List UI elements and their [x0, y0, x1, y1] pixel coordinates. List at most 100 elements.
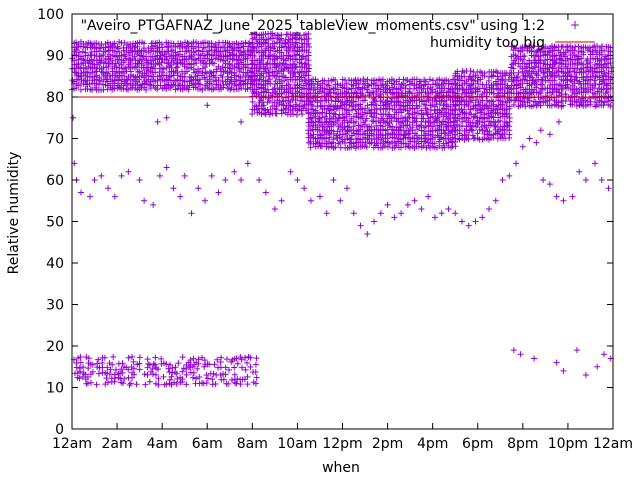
- data-point: [325, 144, 332, 151]
- data-point: [363, 115, 370, 122]
- data-point: [133, 381, 140, 388]
- data-point: [105, 185, 112, 192]
- data-point: [469, 119, 476, 126]
- y-tick-label: 50: [46, 215, 64, 231]
- data-point: [225, 380, 232, 387]
- data-point: [474, 86, 481, 93]
- data-point: [384, 201, 391, 208]
- data-point: [144, 371, 151, 378]
- data-point: [77, 86, 84, 93]
- x-tick-label: 8am: [237, 436, 268, 452]
- data-point: [582, 177, 589, 183]
- data-point: [179, 376, 186, 383]
- data-point: [253, 355, 260, 362]
- data-point: [500, 123, 507, 130]
- data-point: [380, 123, 387, 130]
- data-point: [486, 128, 493, 135]
- data-point: [487, 119, 494, 126]
- data-point: [76, 375, 83, 382]
- data-point: [183, 381, 190, 388]
- data-point: [546, 181, 553, 188]
- data-point: [163, 114, 170, 121]
- data-point: [87, 379, 94, 386]
- x-tick-label: 12am: [52, 436, 92, 452]
- data-point: [231, 371, 238, 378]
- data-point: [127, 68, 134, 75]
- data-point: [111, 371, 118, 378]
- data-point: [586, 95, 593, 102]
- data-point: [239, 364, 246, 371]
- data-point: [458, 106, 465, 113]
- data-point: [253, 374, 260, 381]
- data-point: [386, 102, 393, 109]
- data-point: [332, 77, 339, 84]
- data-point: [103, 375, 110, 382]
- data-point: [330, 177, 337, 183]
- data-point: [165, 365, 172, 372]
- data-point: [247, 363, 254, 370]
- data-layer: [69, 30, 615, 389]
- data-point: [352, 98, 359, 105]
- data-point: [109, 361, 116, 368]
- data-point: [154, 366, 161, 373]
- data-point: [150, 201, 157, 208]
- data-point: [364, 230, 371, 237]
- data-point: [521, 53, 528, 60]
- data-point: [359, 90, 366, 97]
- data-point: [89, 361, 96, 368]
- data-point: [287, 61, 294, 68]
- data-point: [418, 107, 425, 114]
- data-point: [177, 193, 184, 200]
- data-point: [158, 355, 165, 362]
- data-point: [574, 56, 581, 63]
- data-point: [220, 376, 227, 383]
- data-point: [343, 131, 350, 138]
- data-point: [352, 85, 359, 92]
- data-point: [465, 115, 472, 122]
- x-axis-label: when: [322, 460, 360, 476]
- data-point: [199, 86, 206, 93]
- data-point: [195, 356, 202, 363]
- data-point: [87, 193, 94, 200]
- data-point: [357, 101, 364, 108]
- data-point: [251, 45, 258, 52]
- data-point: [195, 185, 202, 192]
- data-point: [154, 86, 161, 93]
- data-point: [77, 73, 84, 80]
- data-point: [337, 197, 344, 204]
- data-point: [186, 52, 193, 59]
- data-point: [558, 65, 565, 72]
- data-point: [556, 73, 563, 80]
- data-point: [350, 140, 357, 147]
- data-point: [100, 52, 107, 59]
- data-point: [513, 74, 520, 81]
- data-point: [553, 359, 560, 366]
- data-point: [163, 361, 170, 368]
- data-point: [426, 76, 433, 83]
- data-point: [569, 193, 576, 200]
- data-point: [188, 53, 195, 60]
- data-point: [461, 69, 468, 76]
- data-point: [256, 177, 263, 183]
- data-point: [514, 73, 521, 80]
- data-point: [252, 368, 259, 375]
- legend-plus-marker: [571, 21, 579, 29]
- data-point: [560, 367, 567, 374]
- data-point: [296, 52, 303, 59]
- data-point: [131, 371, 138, 378]
- data-point: [343, 80, 350, 87]
- data-point: [472, 218, 479, 225]
- data-point: [209, 376, 216, 383]
- data-point: [433, 117, 440, 124]
- data-point: [326, 134, 333, 141]
- data-point: [158, 59, 165, 66]
- data-point: [218, 354, 225, 361]
- data-point: [223, 356, 230, 363]
- data-point: [175, 360, 182, 367]
- data-point: [413, 102, 420, 109]
- x-tick-label: 4am: [147, 436, 178, 452]
- data-point: [528, 81, 535, 88]
- legend-entry-data-marker: [571, 21, 579, 29]
- data-point: [190, 355, 197, 362]
